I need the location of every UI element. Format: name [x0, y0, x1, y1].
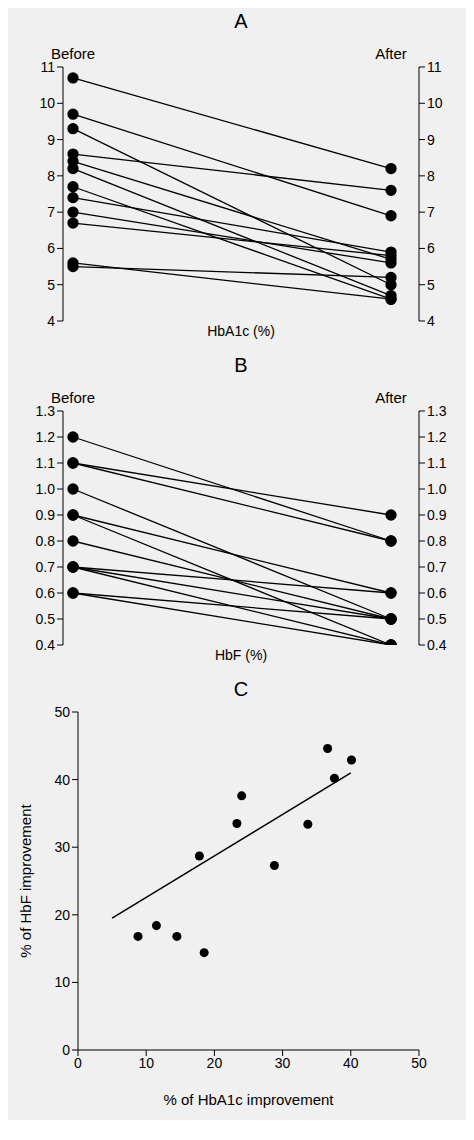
svg-text:30: 30: [54, 839, 70, 855]
svg-text:0.9: 0.9: [427, 507, 447, 523]
svg-text:Before: Before: [51, 389, 95, 406]
svg-text:0.5: 0.5: [36, 611, 56, 627]
svg-text:1.3: 1.3: [427, 403, 447, 419]
svg-text:0.8: 0.8: [36, 533, 56, 549]
svg-text:0.4: 0.4: [36, 637, 56, 653]
svg-text:1.2: 1.2: [427, 429, 447, 445]
svg-text:40: 40: [343, 1055, 359, 1071]
svg-text:7: 7: [47, 204, 55, 220]
svg-text:10: 10: [138, 1055, 154, 1071]
svg-text:6: 6: [47, 240, 55, 256]
svg-text:% of HbF improvement: % of HbF improvement: [17, 803, 34, 957]
svg-text:10: 10: [54, 974, 70, 990]
svg-text:0.7: 0.7: [427, 559, 447, 575]
svg-text:6: 6: [427, 240, 435, 256]
svg-text:0.7: 0.7: [36, 559, 56, 575]
html-text:A: A: [234, 10, 248, 32]
html-text:B: B: [234, 354, 248, 376]
svg-text:8: 8: [427, 168, 435, 184]
svg-text:4: 4: [427, 313, 435, 329]
svg-text:0: 0: [74, 1055, 82, 1071]
svg-text:HbA1c (%): HbA1c (%): [207, 323, 275, 339]
svg-text:5: 5: [47, 277, 55, 293]
svg-text:20: 20: [54, 907, 70, 923]
svg-text:9: 9: [47, 132, 55, 148]
svg-text:9: 9: [427, 132, 435, 148]
svg-text:20: 20: [207, 1055, 223, 1071]
svg-text:8: 8: [47, 168, 55, 184]
svg-text:After: After: [375, 389, 407, 406]
html-text:C: C: [233, 678, 249, 700]
svg-text:0.9: 0.9: [36, 507, 56, 523]
svg-text:7: 7: [427, 204, 435, 220]
svg-text:11: 11: [40, 59, 55, 75]
svg-text:10: 10: [427, 95, 443, 111]
svg-text:0: 0: [62, 1042, 70, 1058]
svg-text:Before: Before: [51, 45, 95, 62]
svg-text:1.0: 1.0: [427, 481, 447, 497]
svg-text:50: 50: [54, 704, 70, 720]
svg-text:1.0: 1.0: [36, 481, 56, 497]
svg-text:1.1: 1.1: [36, 455, 56, 471]
svg-text:0.6: 0.6: [36, 585, 56, 601]
svg-text:0.5: 0.5: [427, 611, 447, 627]
svg-text:30: 30: [275, 1055, 291, 1071]
svg-text:HbF (%): HbF (%): [215, 647, 267, 663]
svg-text:11: 11: [427, 59, 442, 75]
svg-text:1.3: 1.3: [36, 403, 56, 419]
svg-text:After: After: [375, 45, 407, 62]
svg-text:4: 4: [47, 313, 55, 329]
svg-text:5: 5: [427, 277, 435, 293]
svg-text:40: 40: [54, 772, 70, 788]
svg-text:0.4: 0.4: [427, 637, 447, 653]
svg-text:0.6: 0.6: [427, 585, 447, 601]
svg-text:10: 10: [39, 95, 55, 111]
svg-text:0.8: 0.8: [427, 533, 447, 549]
svg-text:% of HbA1c improvement: % of HbA1c improvement: [163, 1091, 334, 1108]
svg-text:50: 50: [411, 1055, 427, 1071]
svg-text:1.2: 1.2: [36, 429, 56, 445]
svg-text:1.1: 1.1: [427, 455, 447, 471]
